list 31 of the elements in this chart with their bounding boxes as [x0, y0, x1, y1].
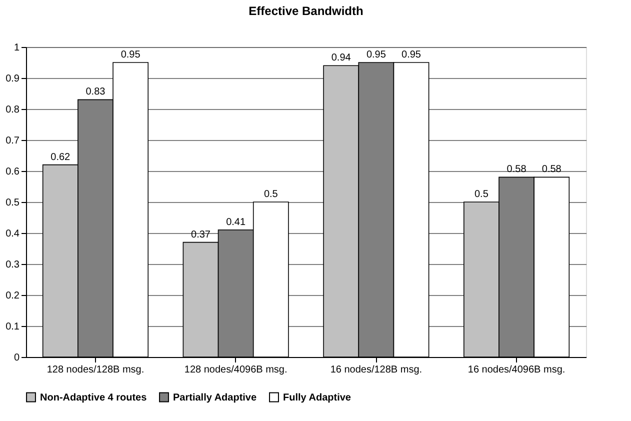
y-tick-label: 0.6	[6, 166, 20, 178]
data-label: 0.37	[191, 229, 211, 240]
x-tick-label: 16 nodes/128B msg.	[330, 364, 422, 376]
data-label: 0.58	[506, 164, 527, 176]
data-label: 0.62	[50, 152, 71, 163]
x-tick-label: 128 nodes/4096B msg.	[184, 364, 288, 376]
y-tick-label: 0	[14, 352, 20, 364]
data-label: 0.95	[366, 50, 386, 60]
data-label: 0.83	[86, 86, 106, 98]
y-tick-label: 1	[14, 42, 20, 54]
data-label: 0.95	[402, 50, 422, 60]
data-label: 0.95	[120, 50, 141, 60]
data-label: 0.58	[542, 164, 562, 176]
y-tick-label: 0.3	[6, 260, 20, 270]
data-label: 0.5	[264, 189, 278, 200]
legend-label: Partially Adaptive	[173, 392, 257, 404]
legend-label: Non-Adaptive 4 routes	[40, 392, 148, 404]
legend-label: Fully Adaptive	[283, 392, 352, 404]
y-tick-label: 0.4	[6, 228, 20, 240]
y-tick-label: 0.8	[6, 104, 20, 116]
y-tick-label: 0.2	[6, 290, 20, 302]
y-tick-label: 0.7	[6, 136, 20, 146]
data-label: 0.5	[474, 189, 489, 200]
y-tick-label: 0.9	[6, 74, 20, 84]
chart-title: Effective Bandwidth	[248, 4, 364, 18]
x-tick-label: 128 nodes/128B msg.	[46, 364, 144, 376]
data-label: 0.94	[331, 52, 352, 64]
y-tick-label: 0.1	[6, 322, 20, 332]
data-label: 0.41	[226, 216, 246, 228]
x-tick-label: 16 nodes/4096B msg.	[468, 364, 566, 376]
y-tick-label: 0.5	[6, 198, 20, 208]
